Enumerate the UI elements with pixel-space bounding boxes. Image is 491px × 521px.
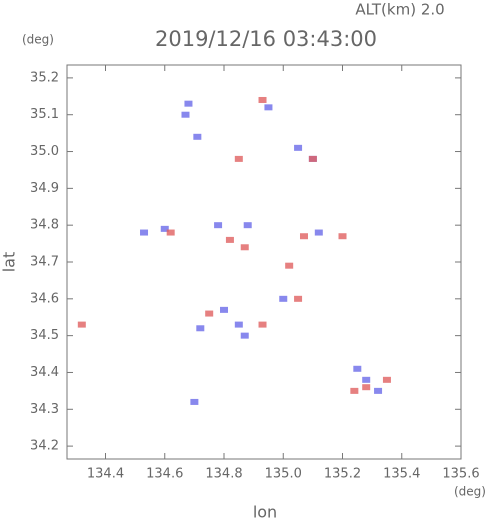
echo-point: [338, 233, 347, 240]
echo-point: [240, 244, 249, 251]
x-unit: (deg): [454, 485, 486, 499]
echo-point: [166, 229, 175, 236]
y-tick-label: 34.9: [30, 181, 59, 196]
echo-point: [279, 295, 288, 302]
echo-point: [264, 104, 273, 111]
echo-point: [294, 144, 303, 151]
echo-point: [258, 321, 267, 328]
echo-point: [234, 321, 243, 328]
echo-point: [258, 96, 267, 103]
echo-point: [362, 376, 371, 383]
echo-point: [382, 376, 391, 383]
y-tick-label: 34.8: [30, 218, 59, 233]
chart-subtitle: ALT(km) 2.0: [355, 1, 444, 19]
y-tick-label: 35.1: [30, 107, 59, 122]
echo-point: [243, 222, 252, 229]
echo-point: [353, 365, 362, 372]
chart-title: 2019/12/16 03:43:00: [155, 27, 377, 51]
y-tick-label: 34.5: [30, 328, 59, 343]
echo-point: [220, 306, 229, 313]
echo-point: [314, 229, 323, 236]
x-tick-label: 135.6: [442, 467, 479, 482]
x-axis-label: lon: [253, 503, 277, 521]
y-tick-label: 34.6: [30, 291, 59, 306]
x-tick-label: 134.8: [205, 467, 242, 482]
x-tick-label: 135.4: [383, 467, 420, 482]
x-tick-label: 134.6: [146, 467, 183, 482]
y-unit: (deg): [22, 33, 54, 47]
echo-point: [285, 262, 294, 269]
echo-point: [190, 398, 199, 405]
x-tick-label: 135.0: [265, 467, 302, 482]
echo-point: [160, 225, 169, 232]
x-tick-label: 135.2: [324, 467, 361, 482]
echo-point: [350, 387, 359, 394]
plot-frame: [66, 64, 462, 460]
echo-point: [294, 295, 303, 302]
echo-point: [362, 384, 371, 391]
y-tick-label: 35.2: [30, 70, 59, 85]
echo-point: [240, 332, 249, 339]
echo-point: [214, 222, 223, 229]
echo-point: [299, 233, 308, 240]
y-tick-label: 34.3: [30, 402, 59, 417]
echo-point: [196, 325, 205, 332]
echo-point: [193, 133, 202, 140]
x-tick-label: 134.4: [87, 467, 124, 482]
echo-point: [308, 155, 317, 162]
echo-point: [234, 155, 243, 162]
y-tick-label: 34.2: [30, 439, 59, 454]
y-axis-label: lat: [0, 252, 19, 273]
echo-point: [205, 310, 214, 317]
y-tick-label: 34.4: [30, 365, 59, 380]
echo-point: [225, 236, 234, 243]
echo-point: [374, 387, 383, 394]
echo-point: [77, 321, 86, 328]
echo-point: [140, 229, 149, 236]
echo-point: [181, 111, 190, 118]
y-tick-label: 34.7: [30, 255, 59, 270]
y-tick-label: 35.0: [30, 144, 59, 159]
echo-point: [184, 100, 193, 107]
